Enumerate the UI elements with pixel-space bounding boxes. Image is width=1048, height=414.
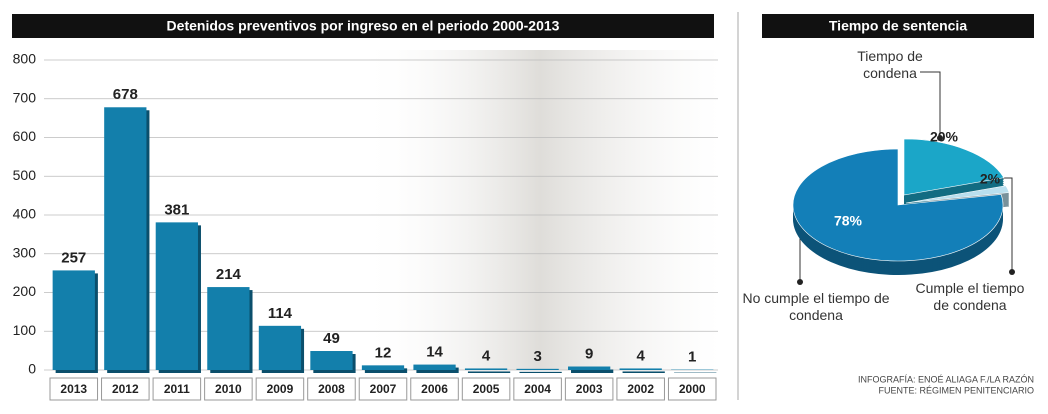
x-tick-label: 2003 <box>576 382 603 396</box>
x-tick-label: 2002 <box>627 382 654 396</box>
credit: INFOGRAFÍA: ENOÉ ALIAGA F./LA RAZÓN <box>858 374 1034 384</box>
leader-dot <box>797 279 803 285</box>
chart-title: Tiempo de sentencia <box>829 18 967 34</box>
bar-shadow <box>519 371 562 373</box>
title-bar <box>762 14 1034 38</box>
leader-dot <box>1009 269 1015 275</box>
x-tick-label: 2010 <box>215 382 242 396</box>
value-label: 49 <box>323 330 340 347</box>
category-box <box>101 377 150 401</box>
y-tick-label: 100 <box>13 322 37 338</box>
category-box <box>513 377 562 401</box>
y-tick-label: 200 <box>13 283 37 299</box>
slice-label: Tiempo de condena <box>857 48 923 81</box>
category-box <box>358 377 408 401</box>
category-box <box>255 377 305 401</box>
y-tick-label: 400 <box>13 206 37 222</box>
x-tick-label: 2007 <box>370 382 397 396</box>
bar-shadow <box>416 367 459 373</box>
chart-title: Detenidos preventivos por ingreso en el … <box>167 18 560 34</box>
bar <box>464 368 508 370</box>
leader-line <box>920 71 941 138</box>
bar-shadow <box>364 368 408 373</box>
value-label: 4 <box>637 347 646 364</box>
y-tick-label: 600 <box>13 128 37 144</box>
category-box <box>564 377 614 401</box>
bar-shadow <box>571 369 614 373</box>
bar <box>52 270 95 370</box>
value-label: 214 <box>216 266 242 283</box>
y-tick-label: 800 <box>13 51 37 67</box>
category-box <box>616 377 665 401</box>
value-label: 1 <box>688 349 696 366</box>
category-box <box>204 377 253 401</box>
leader-dot <box>937 135 943 141</box>
value-label: 2% <box>980 171 1001 187</box>
y-tick-label: 500 <box>13 167 37 183</box>
category-box <box>667 377 717 401</box>
bar-shadow <box>467 371 511 373</box>
credit: FUENTE: RÉGIMEN PENITENCIARIO <box>878 385 1034 395</box>
category-box <box>410 377 459 401</box>
x-tick-label: 2000 <box>679 382 706 396</box>
value-label: 4 <box>482 347 491 364</box>
pie-slice <box>905 185 1010 204</box>
category-box <box>461 377 511 401</box>
value-label: 12 <box>375 344 392 361</box>
x-tick-label: 2006 <box>421 382 448 396</box>
x-tick-label: 2005 <box>473 382 500 396</box>
x-tick-label: 2012 <box>112 382 139 396</box>
y-tick-label: 700 <box>13 89 37 105</box>
category-box <box>307 377 356 401</box>
category-box <box>49 377 99 401</box>
value-label: 381 <box>164 201 189 218</box>
bar <box>619 368 662 370</box>
bar <box>104 107 147 371</box>
background-photo <box>360 50 720 370</box>
value-label: 9 <box>585 345 593 362</box>
pie-slice <box>903 138 1005 196</box>
bar <box>568 366 611 370</box>
x-tick-label: 2013 <box>60 382 87 396</box>
bar-shadow <box>622 371 665 373</box>
bar <box>207 287 250 370</box>
value-label: 678 <box>113 86 138 103</box>
bar <box>310 351 353 370</box>
y-tick-label: 300 <box>13 244 37 260</box>
slice-label: No cumple el tiempo de condena <box>742 290 890 323</box>
bar <box>361 365 405 370</box>
category-box <box>152 377 202 401</box>
x-tick-label: 2009 <box>267 382 294 396</box>
bar <box>413 364 456 370</box>
bar <box>258 325 302 370</box>
pie-slice <box>792 148 1004 262</box>
value-label: 114 <box>268 305 293 322</box>
title-bar <box>12 14 714 38</box>
bar <box>155 222 198 370</box>
value-label: 257 <box>61 249 86 266</box>
y-tick-label: 0 <box>28 361 36 377</box>
x-tick-label: 2011 <box>164 382 190 396</box>
value-label: 3 <box>533 348 541 365</box>
slice-label: Cumple el tiempo de condena <box>915 280 1025 313</box>
value-label: 20% <box>930 129 959 145</box>
x-tick-label: 2004 <box>524 382 551 396</box>
x-tick-label: 2008 <box>318 382 345 396</box>
value-label: 78% <box>834 213 863 229</box>
bar <box>516 368 559 370</box>
value-label: 14 <box>426 344 443 361</box>
